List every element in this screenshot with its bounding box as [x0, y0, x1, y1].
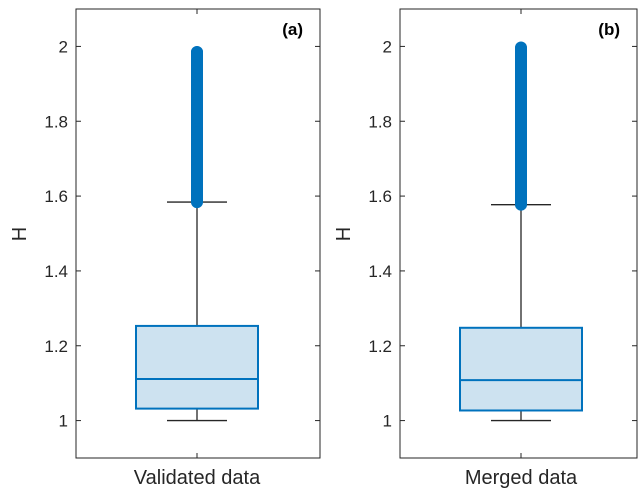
panel-a: 1 1.2 1.4 1.6 1.8 2 Validated data H (a)	[9, 8, 321, 489]
y-tick-label: 1	[383, 412, 392, 431]
y-tick-label: 1.8	[44, 112, 68, 131]
outlier-point	[191, 126, 203, 139]
outlier-point	[191, 186, 203, 199]
outlier-point	[191, 104, 203, 117]
panel-label: (a)	[282, 20, 303, 39]
y-tick-label: 1.6	[44, 187, 68, 206]
y-tick-label: 1.2	[44, 337, 68, 356]
y-tick-label: 2	[59, 37, 68, 56]
y-tick-label: 1.4	[368, 262, 392, 281]
outlier-point	[191, 49, 203, 62]
x-category-label: Merged data	[465, 467, 578, 489]
outlier-point	[191, 86, 203, 99]
outlier-point	[191, 118, 203, 131]
outlier-point	[191, 171, 203, 184]
x-category-label: Validated data	[134, 467, 261, 489]
y-tick-label: 1.4	[44, 262, 68, 281]
y-tick-label: 2	[383, 37, 392, 56]
outlier-point	[515, 41, 527, 54]
panel-b: 1 1.2 1.4 1.6 1.8 2 Merged data H (b)	[333, 8, 638, 489]
y-axis-title: H	[333, 227, 355, 241]
outlier-point	[191, 148, 203, 161]
y-tick-label: 1.8	[368, 112, 392, 131]
panel-label: (b)	[598, 20, 620, 39]
outlier-point	[191, 53, 203, 66]
plot-area-frame	[75, 8, 321, 459]
outlier-point	[191, 81, 203, 94]
outlier-point	[191, 193, 203, 206]
outlier-point	[191, 73, 203, 86]
outlier-point	[191, 156, 203, 169]
outlier-point	[191, 57, 203, 70]
iqr-box	[459, 326, 583, 412]
y-tick-label: 1.2	[368, 337, 392, 356]
y-axis-title: H	[9, 227, 31, 241]
outlier-point	[191, 111, 203, 124]
outlier-point	[191, 64, 203, 77]
iqr-box	[135, 324, 259, 410]
outlier-point	[191, 68, 203, 81]
outlier-point	[191, 60, 203, 73]
y-tick-label: 1.6	[368, 187, 392, 206]
outlier-point	[191, 163, 203, 176]
outlier-point	[191, 133, 203, 146]
outlier-point	[191, 178, 203, 191]
plot-area-frame	[399, 8, 638, 459]
outlier-point	[191, 141, 203, 154]
y-tick-label: 1	[59, 412, 68, 431]
outlier-point	[191, 46, 203, 59]
